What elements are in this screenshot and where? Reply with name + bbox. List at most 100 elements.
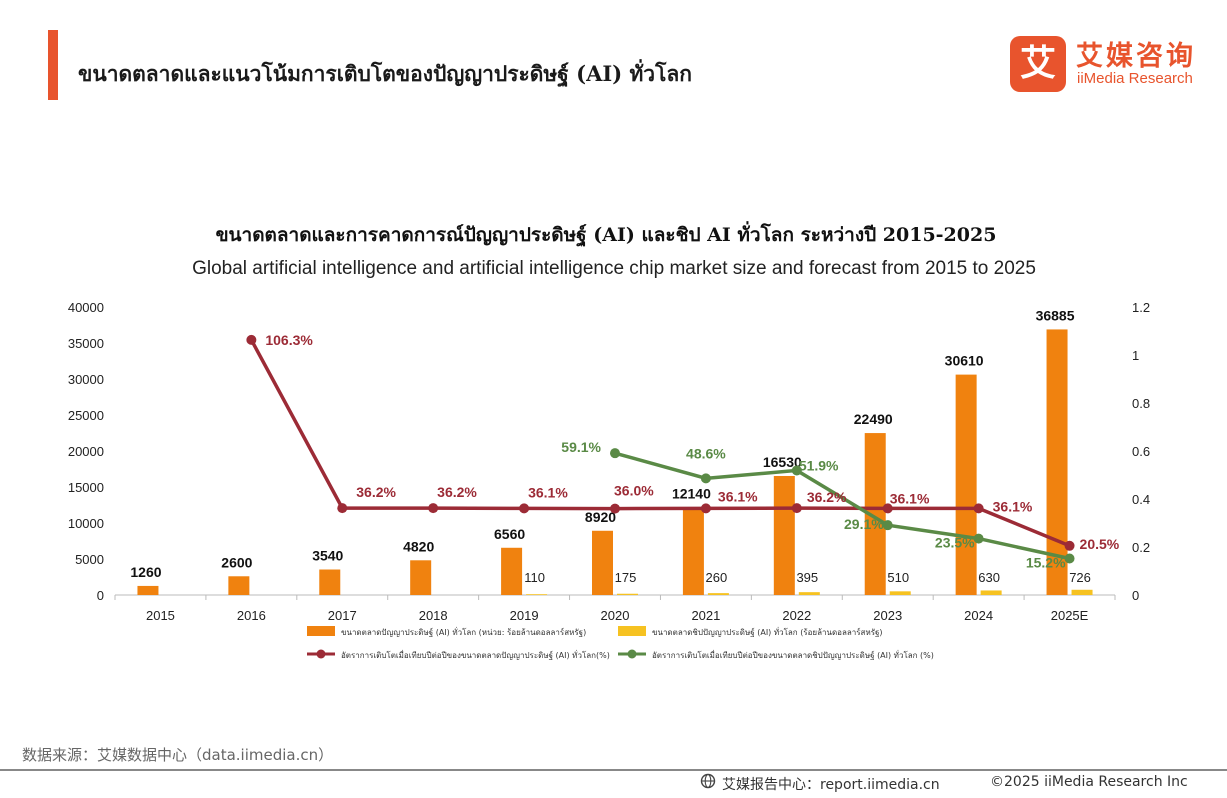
bar-ai-market-label: 36885 <box>1036 307 1075 323</box>
bar-ai-market-label: 16530 <box>763 454 802 470</box>
bar-ai-market <box>410 560 432 595</box>
bar-ai-chip-market <box>980 590 1002 595</box>
line-ai-growth-label: 36.0% <box>614 483 654 499</box>
line-ai-growth-label: 36.2% <box>437 484 477 500</box>
x-tick-label: 2017 <box>328 608 357 623</box>
point-ai-growth <box>700 503 711 514</box>
bar-ai-market-label: 4820 <box>403 538 434 554</box>
title-accent-bar <box>48 30 58 100</box>
bar-ai-chip-market <box>707 593 729 595</box>
bar-ai-chip-market-label: 510 <box>887 570 909 585</box>
bar-ai-market-label: 30610 <box>945 353 984 369</box>
point-ai-growth <box>1064 540 1075 551</box>
chart-subtitle: Global artificial intelligence and artif… <box>192 258 1036 279</box>
line-ai-growth-label: 36.2% <box>807 489 847 505</box>
bar-ai-chip-market-label: 110 <box>524 570 545 585</box>
line-ai-chip-growth-label: 23.5% <box>935 535 975 551</box>
line-ai-growth-label: 36.1% <box>528 484 568 500</box>
point-ai-growth <box>246 334 257 345</box>
bar-ai-market <box>955 374 977 595</box>
y-left-tick-label: 15000 <box>68 480 104 495</box>
y-right-tick-label: 1 <box>1132 348 1139 363</box>
legend-swatch <box>618 626 646 636</box>
bar-ai-chip-market <box>798 592 820 595</box>
legend-label: ขนาดตลาดปัญญาประดิษฐ์ (AI) ทั่วโลก (หน่ว… <box>341 626 586 637</box>
bar-ai-chip-market-label: 726 <box>1069 570 1091 585</box>
bar-ai-market-label: 6560 <box>494 526 525 542</box>
globe-icon <box>700 773 716 789</box>
bar-ai-market <box>682 507 704 595</box>
bar-ai-market <box>1046 329 1068 595</box>
bar-ai-market <box>319 569 341 595</box>
legend-label: อัตราการเติบโตเมื่อเทียบปีต่อปีของขนาดตล… <box>341 649 610 660</box>
point-ai-chip-growth <box>1064 553 1075 564</box>
bar-ai-market-label: 22490 <box>854 411 893 427</box>
y-right-tick-label: 0 <box>1132 588 1139 603</box>
footer-divider <box>0 769 1227 771</box>
bar-ai-chip-market-label: 630 <box>978 570 1000 585</box>
x-tick-label: 2020 <box>601 608 630 623</box>
data-source: 数据来源：艾媒数据中心（data.iimedia.cn） <box>22 746 334 764</box>
y-left-tick-label: 10000 <box>68 516 104 531</box>
point-ai-growth <box>882 503 893 514</box>
bar-ai-market <box>501 547 523 595</box>
x-tick-label: 2015 <box>146 608 175 623</box>
line-ai-growth <box>249 339 1071 548</box>
line-ai-chip-growth-label: 51.9% <box>799 457 839 473</box>
y-left-tick-label: 20000 <box>68 444 104 459</box>
line-ai-growth-label: 106.3% <box>265 332 313 348</box>
y-right-tick-label: 1.2 <box>1132 300 1150 315</box>
logo-mark: 艾 <box>1010 36 1066 92</box>
legend-marker <box>316 649 326 659</box>
bar-ai-chip-market <box>889 591 911 595</box>
y-left-tick-label: 40000 <box>68 300 104 315</box>
bar-ai-market-label: 12140 <box>672 486 711 502</box>
legend-marker <box>627 649 637 659</box>
y-left-tick-label: 25000 <box>68 408 104 423</box>
point-ai-chip-growth <box>791 465 802 476</box>
bar-ai-chip-market <box>617 593 638 595</box>
bar-ai-chip-market-label: 395 <box>796 570 818 585</box>
line-ai-growth-label: 36.1% <box>890 490 930 506</box>
x-tick-label: 2024 <box>964 608 993 623</box>
y-left-tick-label: 35000 <box>68 336 104 351</box>
y-right-tick-label: 0.2 <box>1132 540 1150 555</box>
legend-swatch <box>307 626 335 636</box>
legend-label: ขนาดตลาดชิปปัญญาประดิษฐ์ (AI) ทั่วโลก (ร… <box>652 626 883 637</box>
market-size-chart: 0 5000 10000 15000 20000 25000 30000 35000 40000… <box>68 300 1150 660</box>
y-left-tick-label: 5000 <box>75 552 104 567</box>
x-tick-label: 2021 <box>691 608 720 623</box>
x-tick-label: 2025E <box>1051 608 1089 623</box>
y-right-tick-label: 0.6 <box>1132 444 1150 459</box>
line-ai-chip-growth-label: 59.1% <box>561 439 601 455</box>
line-ai-growth-label: 36.1% <box>993 498 1033 514</box>
report-center-link[interactable]: 艾媒报告中心：report.iimedia.cn <box>722 777 940 793</box>
point-ai-chip-growth <box>973 533 984 544</box>
line-ai-chip-growth-label: 15.2% <box>1026 555 1066 571</box>
bar-ai-market <box>228 576 250 595</box>
point-ai-chip-growth <box>610 448 620 459</box>
line-ai-growth-label: 36.1% <box>718 488 758 504</box>
line-ai-growth-label: 20.5% <box>1080 536 1120 552</box>
point-ai-growth <box>973 503 984 514</box>
line-ai-chip-growth <box>614 451 1070 561</box>
bar-ai-market-label: 1260 <box>130 564 161 580</box>
x-tick-label: 2022 <box>782 608 811 623</box>
line-ai-chip-growth-label: 29.1% <box>844 516 884 532</box>
y-left-tick-label: 30000 <box>68 372 104 387</box>
y-right-tick-label: 0.4 <box>1132 492 1150 507</box>
bar-ai-chip-market <box>1071 589 1093 595</box>
point-ai-growth <box>337 503 348 514</box>
bar-ai-market <box>864 433 886 595</box>
brand-logo: 艾 艾媒咨询 iiMedia Research <box>1010 34 1210 94</box>
logo-chinese-name: 艾媒咨询 <box>1076 41 1196 72</box>
copyright: ©2025 iiMedia Research Inc <box>990 774 1188 790</box>
x-tick-label: 2018 <box>419 608 448 623</box>
bar-ai-market <box>137 585 159 595</box>
x-tick-label: 2019 <box>510 608 539 623</box>
x-tick-label: 2016 <box>237 608 266 623</box>
bar-ai-chip-market-label: 175 <box>615 570 637 585</box>
logo-english-name: iiMedia Research <box>1077 70 1193 87</box>
legend-label: อัตราการเติบโตเมื่อเทียบปีต่อปีของขนาดตล… <box>652 649 934 660</box>
point-ai-growth <box>519 503 530 514</box>
